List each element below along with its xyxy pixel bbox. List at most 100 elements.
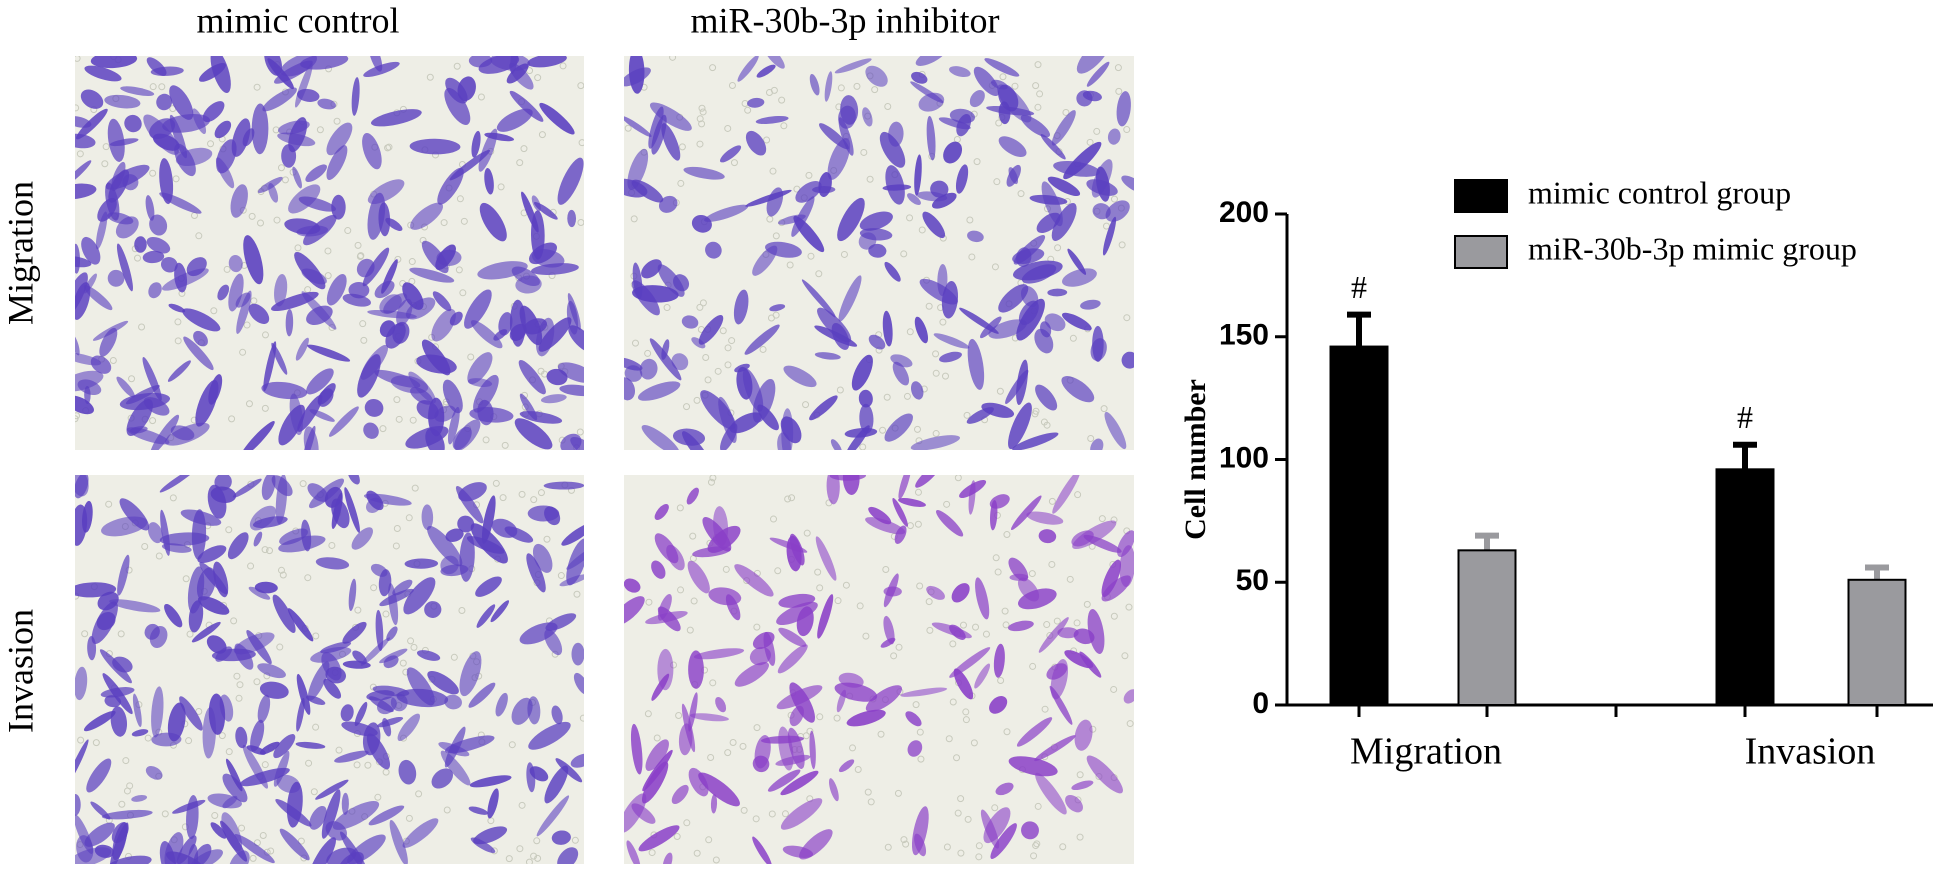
- pore: [335, 746, 343, 754]
- pore: [516, 845, 524, 853]
- pore: [128, 375, 136, 383]
- pore: [530, 852, 538, 860]
- cell: [980, 809, 1000, 849]
- cell: [406, 667, 435, 706]
- cell: [859, 228, 893, 241]
- pore: [690, 597, 698, 605]
- cell: [306, 368, 334, 395]
- pore: [265, 547, 273, 555]
- cell: [326, 122, 353, 156]
- cell: [425, 428, 445, 450]
- pore: [304, 574, 312, 582]
- cell: [368, 805, 405, 826]
- cell: [688, 692, 698, 732]
- cell: [109, 599, 161, 613]
- pore: [101, 160, 109, 168]
- pore: [768, 810, 776, 818]
- cell: [294, 251, 326, 290]
- pore: [1029, 662, 1037, 670]
- cell: [837, 197, 865, 242]
- cell: [424, 601, 442, 618]
- cell: [366, 490, 384, 511]
- cell: [167, 702, 186, 742]
- cell: [1071, 530, 1094, 547]
- cell: [519, 305, 543, 346]
- pore: [833, 714, 841, 722]
- cell: [624, 178, 648, 198]
- pore: [916, 582, 924, 590]
- cell: [708, 587, 742, 606]
- cell: [817, 307, 852, 343]
- cell: [1095, 166, 1110, 202]
- pore: [991, 804, 999, 812]
- cell: [838, 275, 862, 322]
- pore: [310, 788, 318, 796]
- pore: [1048, 497, 1056, 505]
- cell: [1065, 794, 1083, 813]
- cell: [637, 381, 681, 401]
- cell: [147, 522, 163, 544]
- cell: [729, 412, 762, 434]
- pore: [879, 426, 887, 434]
- pore: [709, 475, 717, 482]
- cell: [405, 297, 436, 320]
- pore: [724, 749, 732, 757]
- cell: [737, 56, 759, 82]
- pore: [683, 403, 691, 411]
- cell: [334, 750, 369, 763]
- cell: [377, 716, 404, 728]
- pore: [460, 217, 468, 225]
- cell: [704, 204, 749, 222]
- pore: [1017, 190, 1025, 198]
- cell: [661, 339, 670, 360]
- pore: [530, 496, 538, 504]
- cell: [459, 532, 475, 582]
- pore: [225, 748, 233, 756]
- cell: [1052, 475, 1081, 514]
- pore: [972, 623, 980, 631]
- pore: [925, 598, 933, 606]
- cell: [1101, 559, 1122, 598]
- cell: [914, 316, 929, 344]
- cell: [356, 258, 375, 278]
- pore: [772, 232, 780, 240]
- cell: [378, 202, 391, 237]
- cell: [368, 56, 383, 72]
- cell: [682, 431, 711, 450]
- pore: [218, 732, 226, 740]
- cell: [84, 65, 122, 82]
- cell: [657, 606, 681, 632]
- pore: [370, 584, 378, 592]
- significance-mark: #: [1737, 399, 1753, 435]
- cell: [219, 694, 234, 722]
- cell: [477, 399, 494, 426]
- pore: [571, 836, 579, 844]
- pore: [1087, 435, 1095, 443]
- pore: [884, 103, 892, 111]
- cell: [828, 778, 839, 802]
- cell: [75, 282, 91, 320]
- pore: [579, 714, 584, 722]
- pore: [158, 83, 166, 91]
- cell: [1007, 620, 1034, 632]
- cell: [76, 108, 108, 140]
- pore: [1053, 617, 1061, 625]
- cell: [161, 543, 192, 553]
- pore: [185, 737, 193, 745]
- cell: [273, 750, 290, 787]
- cell: [145, 195, 155, 221]
- pore: [1028, 570, 1036, 578]
- cell: [561, 522, 584, 546]
- pore: [943, 843, 951, 851]
- bar: [1329, 345, 1389, 706]
- pore: [842, 581, 850, 589]
- y-axis-label: Cell number: [1179, 379, 1212, 540]
- pore: [405, 514, 413, 522]
- cell: [467, 352, 493, 385]
- pore: [770, 86, 778, 94]
- cell: [193, 330, 208, 347]
- cell: [150, 414, 180, 450]
- cell: [386, 626, 398, 641]
- pore: [426, 73, 434, 81]
- cell: [776, 685, 823, 710]
